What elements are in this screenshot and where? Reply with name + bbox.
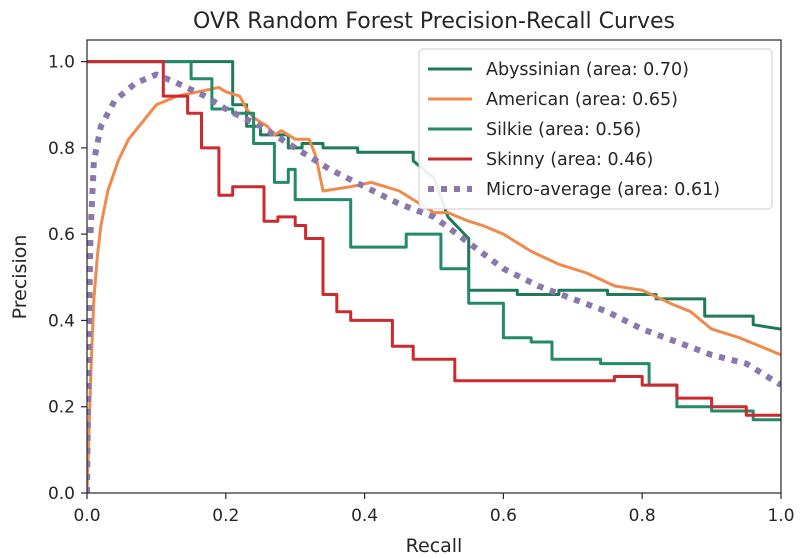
series-line-4 xyxy=(87,60,781,417)
y-tick-label: 1.0 xyxy=(48,53,75,73)
series-line-2 xyxy=(87,86,781,493)
chart-title: OVR Random Forest Precision-Recall Curve… xyxy=(193,9,675,34)
x-axis-label: Recall xyxy=(406,535,463,557)
x-tick-label: 0.2 xyxy=(212,506,239,526)
y-tick-label: 0.0 xyxy=(48,484,75,504)
series-line-5 xyxy=(87,71,781,493)
x-tick-label: 0.8 xyxy=(629,506,656,526)
legend-label-5: Micro-average (area: 0.61) xyxy=(486,180,720,200)
plot-frame xyxy=(86,39,782,494)
legend-label-4: Skinny (area: 0.46) xyxy=(486,150,653,170)
x-axis-ticks: 0.0 0.2 0.4 0.6 0.8 1.0 xyxy=(73,493,795,526)
legend-label-1: Abyssinian (area: 0.70) xyxy=(486,60,689,80)
curves xyxy=(87,60,781,493)
y-axis-label: Precision xyxy=(9,235,31,320)
legend-box xyxy=(418,48,773,210)
y-tick-label: 0.4 xyxy=(48,311,75,331)
legend-label-3: Silkie (area: 0.56) xyxy=(486,120,641,140)
x-tick-label: 0.4 xyxy=(351,506,378,526)
y-tick-label: 0.2 xyxy=(48,398,75,418)
x-tick-label: 0.6 xyxy=(490,506,517,526)
legend: Abyssinian (area: 0.70) American (area: 0… xyxy=(418,48,773,210)
y-axis-ticks: 0.0 0.2 0.4 0.6 0.8 1.0 xyxy=(48,53,87,504)
plot-area: 0.0 0.2 0.4 0.6 0.8 1.0 0.0 0.2 0.4 0.6 0.8 1.0 xyxy=(48,39,795,526)
y-tick-label: 0.8 xyxy=(48,139,75,159)
x-tick-label: 0.0 xyxy=(73,506,100,526)
y-tick-label: 0.6 xyxy=(48,225,75,245)
legend-label-2: American (area: 0.65) xyxy=(486,90,678,110)
x-tick-label: 1.0 xyxy=(767,506,794,526)
